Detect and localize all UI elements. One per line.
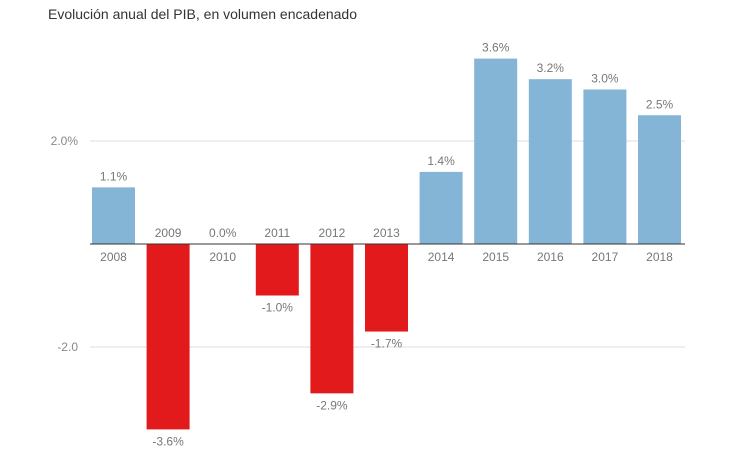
y-tick-label: 2.0%	[51, 134, 79, 148]
chart-title: Evolución anual del PIB, en volumen enca…	[48, 6, 357, 22]
bar	[365, 244, 408, 332]
value-label: 3.2%	[537, 61, 565, 75]
x-tick-label: 2016	[537, 250, 564, 264]
bar	[146, 244, 190, 430]
value-label: 3.0%	[591, 72, 619, 86]
bar	[419, 171, 463, 244]
x-tick-label: 2018	[646, 250, 673, 264]
value-label: 3.6%	[482, 41, 510, 55]
x-tick-label: 2008	[100, 250, 127, 264]
value-label: 1.1%	[100, 169, 128, 183]
x-tick-label: 2010	[209, 250, 236, 264]
bar	[583, 89, 627, 244]
x-tick-label: 2013	[373, 226, 400, 240]
bar	[92, 187, 135, 244]
bar	[310, 244, 354, 394]
x-tick-label: 2009	[155, 226, 182, 240]
value-label: -3.6%	[152, 434, 184, 448]
value-label: 0.0%	[209, 226, 237, 240]
bar	[255, 244, 299, 296]
value-label: -2.9%	[316, 398, 348, 412]
value-label: -1.7%	[371, 337, 403, 351]
x-tick-label: 2015	[482, 250, 509, 264]
x-tick-label: 2017	[592, 250, 619, 264]
bar	[528, 79, 572, 244]
y-tick-label: -2.0	[57, 340, 78, 354]
bar	[638, 115, 681, 244]
x-tick-label: 2012	[319, 226, 346, 240]
x-tick-label: 2014	[428, 250, 455, 264]
bar	[474, 58, 518, 244]
value-label: 1.4%	[427, 154, 455, 168]
x-tick-label: 2011	[264, 226, 290, 240]
value-label: -1.0%	[262, 301, 294, 315]
value-label: 2.5%	[646, 97, 674, 111]
